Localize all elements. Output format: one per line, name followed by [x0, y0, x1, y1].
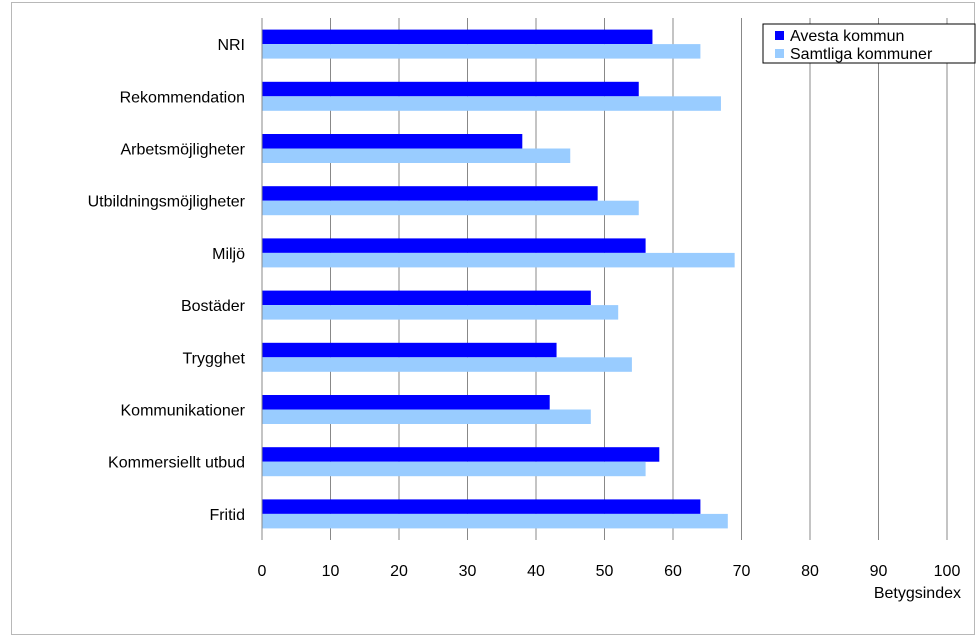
- chart-frame: [11, 2, 975, 635]
- category-label: Kommersiellt utbud: [108, 455, 245, 472]
- category-labels: NRI Rekommendation Arbetsmöjligheter Utbild…: [88, 37, 246, 524]
- bar-samtliga: [262, 96, 721, 111]
- x-tick-label: 60: [664, 563, 682, 580]
- x-tick-label: 0: [258, 563, 267, 580]
- x-tick-label: 80: [801, 563, 819, 580]
- category-label: Trygghet: [182, 350, 245, 367]
- legend-swatch-avesta: [775, 31, 784, 40]
- legend: Avesta kommun Samtliga kommuner: [762, 23, 976, 64]
- x-tick-label: 20: [390, 563, 408, 580]
- bar-samtliga: [262, 409, 591, 424]
- bar-samtliga: [262, 44, 701, 59]
- legend-swatch-samtliga: [775, 49, 784, 58]
- bar-samtliga: [262, 513, 728, 529]
- bar-samtliga: [262, 252, 735, 268]
- bar-avesta: [262, 342, 557, 358]
- category-label: NRI: [217, 37, 245, 54]
- category-label: Bostäder: [181, 298, 246, 315]
- bar-avesta: [262, 499, 701, 514]
- bar-avesta: [262, 134, 523, 149]
- legend-box: [762, 23, 976, 64]
- bar-avesta: [262, 395, 550, 410]
- bar-avesta: [262, 238, 646, 253]
- x-axis-title: Betygsindex: [874, 585, 961, 602]
- x-tick-label: 30: [459, 563, 477, 580]
- bar-samtliga: [262, 357, 632, 372]
- bar-avesta: [262, 81, 639, 97]
- category-label: Kommunikationer: [121, 403, 246, 420]
- category-label: Utbildningsmöjligheter: [88, 194, 246, 211]
- bar-avesta: [262, 186, 598, 201]
- bar-avesta: [262, 290, 591, 306]
- bars: [262, 29, 735, 529]
- x-axis-ticks: 0 10 20 30 40 50 60 70 80 90 100: [258, 563, 961, 580]
- x-tick-label: 50: [596, 563, 614, 580]
- legend-label-avesta: Avesta kommun: [790, 28, 904, 45]
- x-tick-label: 90: [870, 563, 888, 580]
- bar-samtliga: [262, 200, 639, 216]
- bar-samtliga: [262, 305, 619, 320]
- category-label: Fritid: [209, 507, 245, 524]
- bar-avesta: [262, 447, 660, 462]
- x-tick-label: 40: [527, 563, 545, 580]
- category-label: Arbetsmöjligheter: [121, 142, 246, 159]
- legend-label-samtliga: Samtliga kommuner: [790, 46, 933, 63]
- bar-samtliga: [262, 461, 646, 477]
- bar-avesta: [262, 29, 653, 45]
- bar-samtliga: [262, 148, 571, 163]
- category-label: Rekommendation: [120, 89, 245, 106]
- x-tick-label: 100: [934, 563, 961, 580]
- x-tick-label: 10: [322, 563, 340, 580]
- x-tick-label: 70: [733, 563, 751, 580]
- category-label: Miljö: [212, 246, 245, 263]
